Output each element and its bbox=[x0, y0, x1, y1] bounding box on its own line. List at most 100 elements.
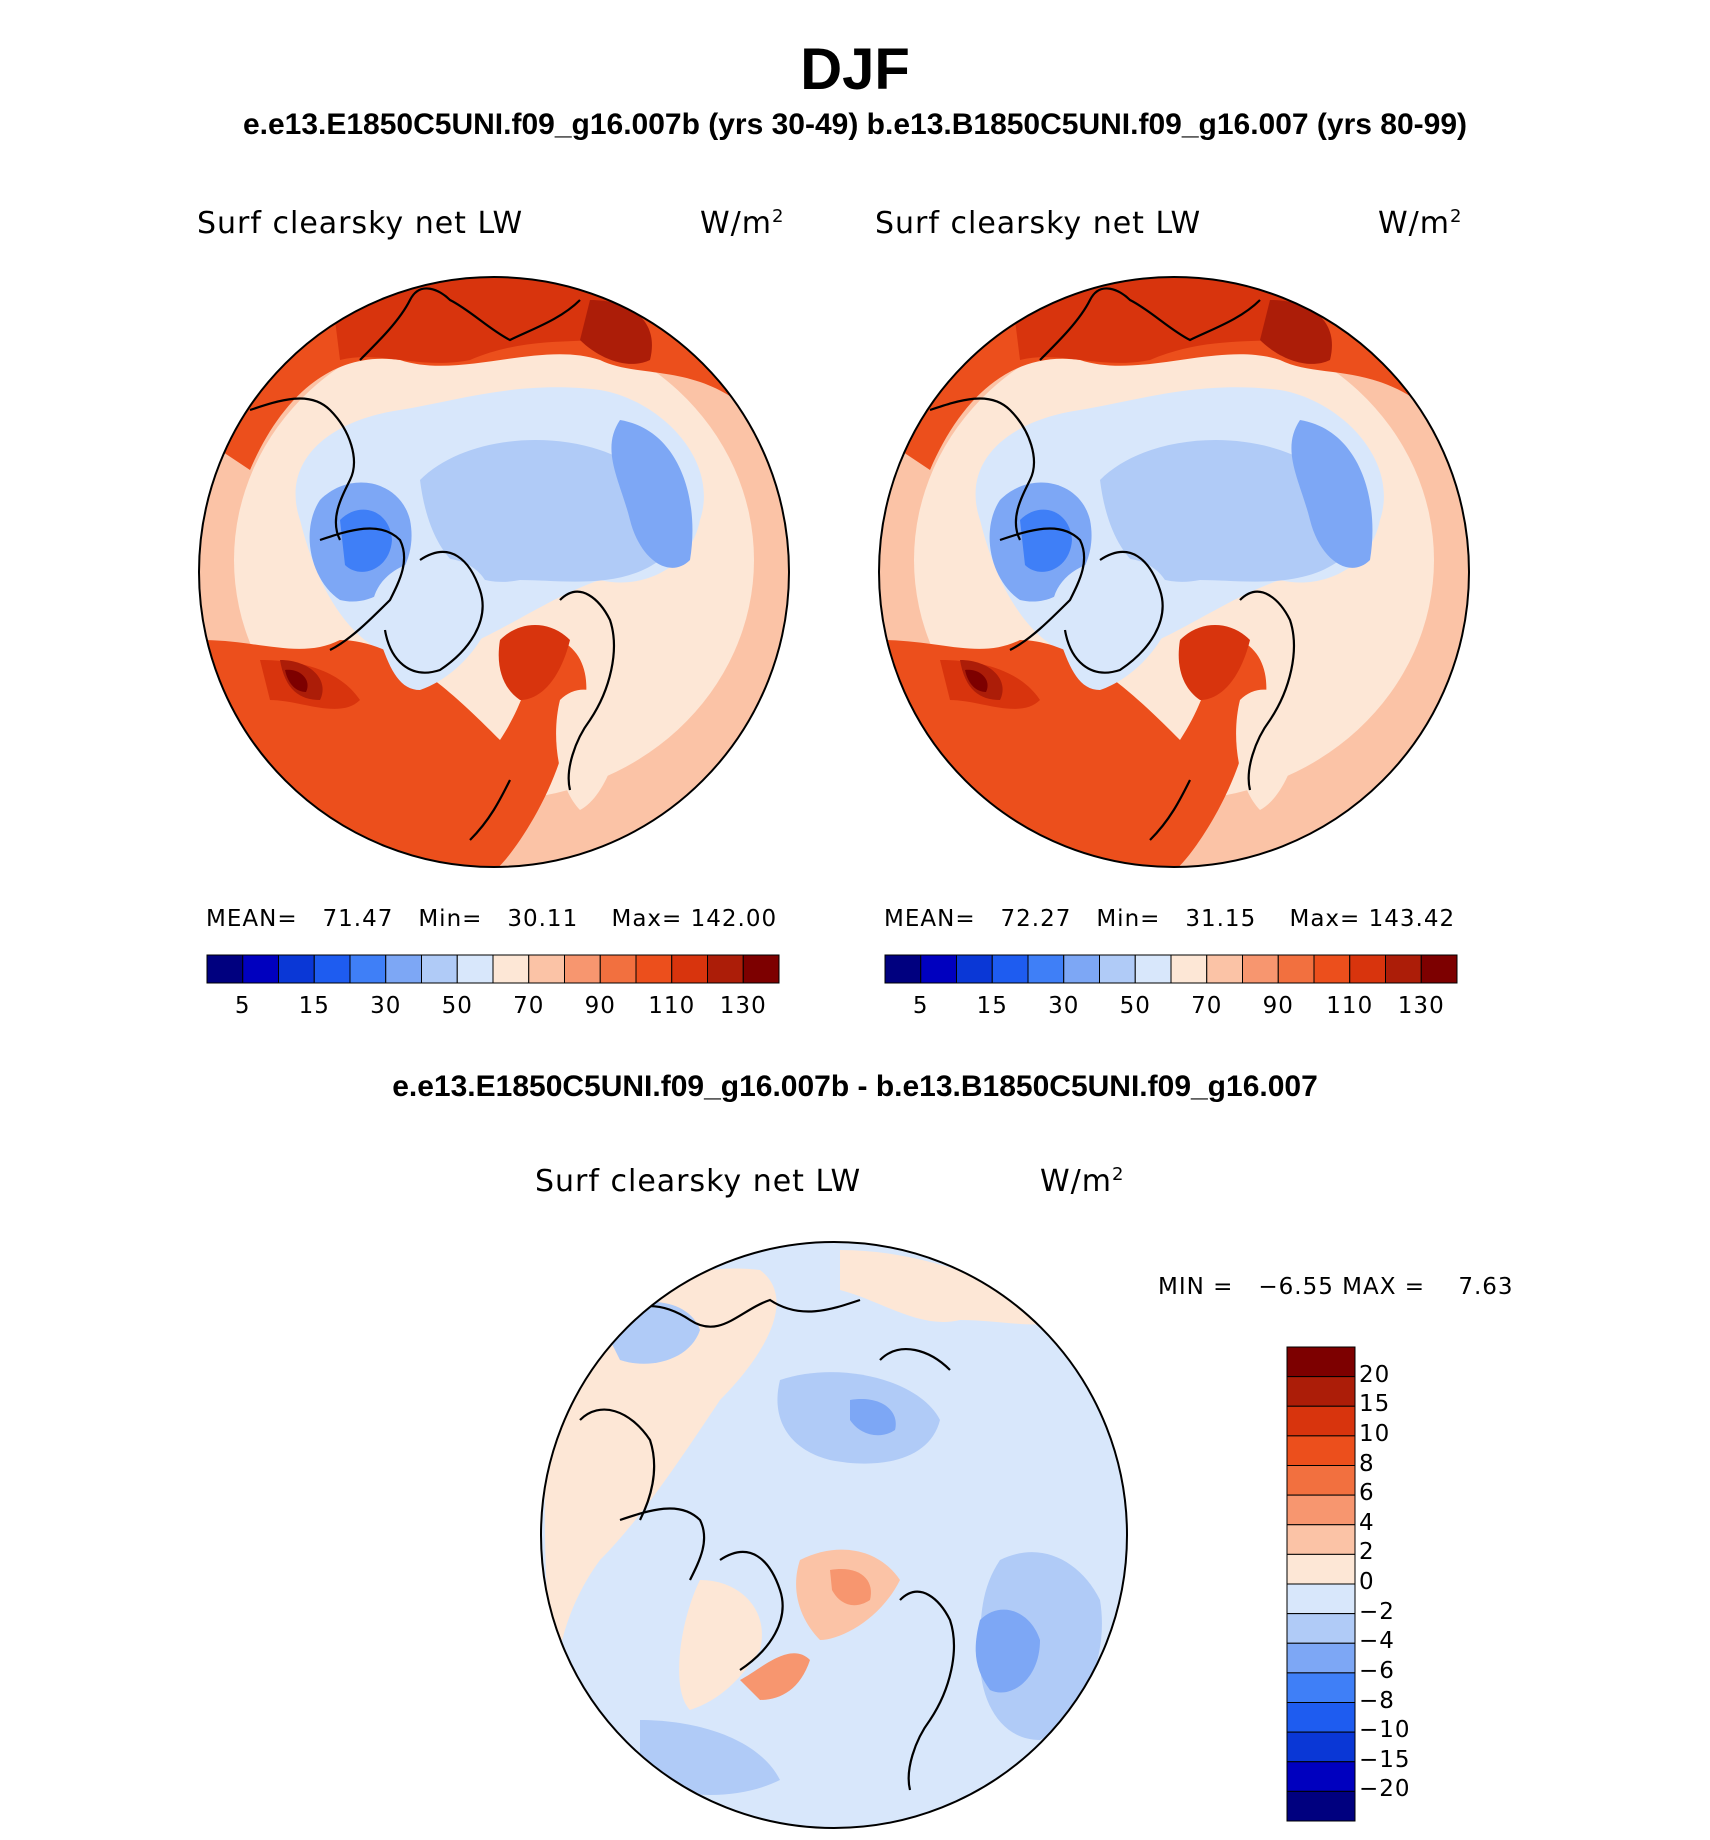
colorbar-swatch bbox=[1286, 1405, 1356, 1437]
colorbar-swatch bbox=[456, 954, 494, 984]
colorbar-swatch bbox=[1134, 954, 1172, 984]
colorbar-tick-label: 15 bbox=[1359, 1391, 1391, 1418]
colorbar-swatch bbox=[1286, 1613, 1356, 1644]
colorbar-swatch bbox=[671, 954, 708, 984]
panel1-max: 142.00 bbox=[690, 906, 778, 932]
colorbar-swatch bbox=[884, 954, 922, 984]
panel2-variable-label: Surf clearsky net LW bbox=[875, 206, 1202, 241]
colorbar-tick-label: −20 bbox=[1359, 1776, 1411, 1803]
panel2-mean-label: MEAN= bbox=[884, 906, 976, 932]
colorbar-tick-label: 110 bbox=[1326, 993, 1374, 1019]
colorbar-tick-label: −2 bbox=[1359, 1598, 1395, 1625]
colorbar-swatch bbox=[206, 954, 244, 984]
colorbar-swatch bbox=[1286, 1761, 1356, 1792]
colorbar-2 bbox=[884, 954, 1458, 984]
map-panel-diff-boundary bbox=[540, 1241, 1128, 1829]
panel2-min-label: Min= bbox=[1096, 906, 1161, 932]
colorbar-swatch bbox=[1313, 954, 1351, 984]
colorbar-swatch bbox=[920, 954, 957, 984]
colorbar-swatch bbox=[1242, 954, 1279, 984]
panel2-units-label: W/m2 bbox=[1378, 206, 1463, 241]
colorbar-tick-label: 110 bbox=[648, 993, 696, 1019]
panel2-max-label: Max= bbox=[1289, 906, 1361, 932]
diff-min: −6.55 bbox=[1258, 1274, 1334, 1300]
colorbar-swatch bbox=[1063, 954, 1100, 984]
colorbar-tick-label: 15 bbox=[976, 993, 1008, 1019]
figure-subtitle: e.e13.E1850C5UNI.f09_g16.007b (yrs 30-49… bbox=[242, 108, 1468, 141]
colorbar-tick-label: 10 bbox=[1359, 1420, 1391, 1447]
colorbar-diff bbox=[1286, 1346, 1356, 1822]
colorbar-tick-label: 6 bbox=[1359, 1480, 1375, 1507]
panel1-max-label: Max= bbox=[611, 906, 683, 932]
colorbar-swatch bbox=[1206, 954, 1243, 984]
panel1-stats: MEAN= 71.47 Min= 30.11 Max= 142.00 bbox=[206, 906, 777, 932]
colorbar-swatch bbox=[956, 954, 993, 984]
colorbar-swatch bbox=[1349, 954, 1386, 984]
map-panel-2-boundary bbox=[878, 276, 1470, 868]
colorbar-1 bbox=[206, 954, 780, 984]
colorbar-swatch bbox=[1286, 1435, 1356, 1466]
figure-title: DJF bbox=[800, 37, 910, 102]
colorbar-tick-label: −10 bbox=[1359, 1717, 1411, 1744]
colorbar-swatch bbox=[1286, 1376, 1356, 1407]
colorbar-swatch bbox=[1385, 954, 1422, 984]
colorbar-tick-label: 70 bbox=[1191, 993, 1223, 1019]
colorbar-swatch bbox=[1286, 1524, 1356, 1555]
map-panel-1-boundary bbox=[198, 276, 790, 868]
colorbar-tick-label: 50 bbox=[441, 993, 473, 1019]
diff-max: 7.63 bbox=[1458, 1274, 1514, 1300]
colorbar-swatch bbox=[421, 954, 458, 984]
diff-stats: MIN = −6.55 MAX = 7.63 bbox=[1158, 1274, 1514, 1300]
panel2-min: 31.15 bbox=[1185, 906, 1257, 932]
colorbar-tick-label: 30 bbox=[370, 993, 402, 1019]
panel2-max: 143.42 bbox=[1368, 906, 1456, 932]
colorbar-swatch bbox=[1286, 1790, 1356, 1822]
colorbar-tick-label: 20 bbox=[1359, 1361, 1391, 1388]
panel2-stats: MEAN= 72.27 Min= 31.15 Max= 143.42 bbox=[884, 906, 1455, 932]
colorbar-swatch bbox=[1286, 1494, 1356, 1526]
colorbar-tick-label: −6 bbox=[1359, 1657, 1395, 1684]
colorbar-swatch bbox=[528, 954, 565, 984]
colorbar-tick-label: −8 bbox=[1359, 1687, 1395, 1714]
colorbar-tick-label: 5 bbox=[912, 993, 929, 1019]
colorbar-swatch bbox=[242, 954, 279, 984]
colorbar-swatch bbox=[991, 954, 1029, 984]
colorbar-swatch bbox=[564, 954, 601, 984]
colorbar-swatch bbox=[1420, 954, 1458, 984]
colorbar-tick-label: 130 bbox=[1397, 993, 1445, 1019]
colorbar-swatch bbox=[492, 954, 530, 984]
colorbar-tick-label: 50 bbox=[1119, 993, 1151, 1019]
colorbar-swatch bbox=[1286, 1731, 1356, 1763]
panel1-min-label: Min= bbox=[418, 906, 483, 932]
colorbar-swatch bbox=[349, 954, 387, 984]
colorbar-tick-label: 130 bbox=[719, 993, 767, 1019]
colorbar-swatch bbox=[313, 954, 351, 984]
colorbar-swatch bbox=[1170, 954, 1208, 984]
diff-min-label: MIN = bbox=[1158, 1274, 1234, 1300]
panel1-mean: 71.47 bbox=[322, 906, 394, 932]
map-panel-diff bbox=[541, 1242, 1127, 1828]
colorbar-tick-label: 0 bbox=[1359, 1569, 1375, 1595]
panel2-mean: 72.27 bbox=[1000, 906, 1072, 932]
panel1-min: 30.11 bbox=[507, 906, 579, 932]
colorbar-tick-label: 5 bbox=[234, 993, 251, 1019]
colorbar-swatch bbox=[278, 954, 315, 984]
diff-max-label: MAX = bbox=[1342, 1274, 1426, 1300]
panel1-mean-label: MEAN= bbox=[206, 906, 298, 932]
colorbar-swatch bbox=[1286, 1346, 1356, 1378]
panel1-variable-label: Surf clearsky net LW bbox=[197, 206, 524, 241]
colorbar-swatch bbox=[1286, 1583, 1356, 1615]
colorbar-tick-label: −4 bbox=[1359, 1628, 1395, 1655]
difference-title: e.e13.E1850C5UNI.f09_g16.007b - b.e13.B1… bbox=[392, 1070, 1318, 1103]
colorbar-swatch bbox=[1099, 954, 1136, 984]
colorbar-tick-label: 90 bbox=[1262, 993, 1294, 1019]
colorbar-swatch bbox=[1277, 954, 1315, 984]
colorbar-swatch bbox=[742, 954, 780, 984]
colorbar-swatch bbox=[1286, 1642, 1356, 1674]
colorbar-tick-label: 2 bbox=[1359, 1539, 1375, 1566]
panel1-units-label: W/m2 bbox=[700, 206, 785, 241]
diff-variable-label: Surf clearsky net LW bbox=[535, 1164, 862, 1199]
colorbar-tick-label: 90 bbox=[584, 993, 616, 1019]
colorbar-swatch bbox=[599, 954, 637, 984]
